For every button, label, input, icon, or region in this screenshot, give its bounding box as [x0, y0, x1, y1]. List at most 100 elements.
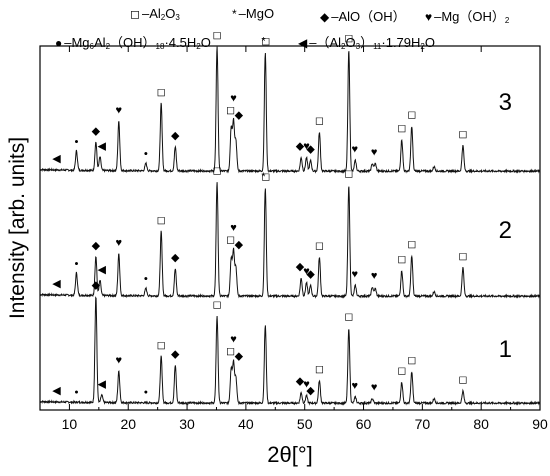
- phase-marker: ◻: [212, 299, 221, 311]
- phase-marker: ◻: [315, 364, 324, 376]
- phase-marker: ◻: [226, 234, 235, 246]
- x-tick-label: 60: [356, 416, 372, 432]
- phase-marker: ◆: [235, 351, 244, 363]
- phase-marker: ◀: [98, 379, 107, 391]
- x-tick-label: 30: [179, 416, 195, 432]
- phase-marker: ◻: [407, 355, 416, 367]
- x-tick-label: 70: [415, 416, 431, 432]
- y-axis-label: Intensity [arb. units]: [6, 137, 29, 319]
- phase-marker: ◻: [458, 251, 467, 263]
- legend-ldh-text-e: O: [200, 35, 211, 50]
- phase-marker: ◀: [52, 385, 61, 397]
- alooh-marker-icon: ◆: [320, 10, 330, 24]
- phase-marker: ●: [74, 261, 78, 268]
- phase-marker: ●: [74, 389, 78, 396]
- x-axis-label: 2θ[°]: [267, 442, 313, 467]
- curve-label-2: 2: [499, 217, 512, 244]
- legend-al2o3-text-b: O: [165, 6, 176, 21]
- xrd-curve-1: [39, 296, 541, 406]
- phase-marker: ◀: [98, 264, 107, 276]
- phase-marker: ◆: [92, 280, 101, 292]
- phase-marker: ◆: [296, 141, 305, 153]
- legend-row-1: ◻ –Al2O3 * –MgO ◆ –AlO（OH） ♥ –Mg（OH）2: [0, 6, 550, 28]
- phase-marker: ◻: [157, 340, 166, 352]
- phase-marker: ◆: [171, 252, 180, 264]
- phase-marker: ◆: [235, 239, 244, 251]
- phase-marker: ◻: [226, 105, 235, 117]
- curve-label-3: 3: [499, 89, 512, 116]
- phase-marker: ◀: [98, 141, 107, 153]
- phase-marker: ♥: [371, 270, 378, 282]
- phase-marker: ♥: [351, 269, 358, 281]
- phase-marker: ◀: [52, 153, 61, 165]
- phase-marker: *: [261, 36, 266, 48]
- phase-marker: ♥: [371, 147, 378, 159]
- phase-marker: ♥: [116, 237, 123, 249]
- phase-marker: ◆: [296, 376, 305, 388]
- phase-marker: ◻: [315, 115, 324, 127]
- legend-mgo: * –MgO: [232, 6, 274, 21]
- xrd-curve-2: [39, 182, 541, 299]
- phase-marker: ♥: [116, 355, 123, 367]
- legend-mgo-text: –MgO: [238, 6, 275, 21]
- phase-marker: ◀: [52, 278, 61, 290]
- phase-marker: ♥: [303, 141, 310, 153]
- x-tick-label: 10: [62, 416, 78, 432]
- phase-marker: ●: [144, 276, 148, 283]
- x-tick-label: 20: [120, 416, 136, 432]
- phase-marker: ●: [144, 151, 148, 158]
- phase-marker: ◆: [296, 261, 305, 273]
- phase-marker: ♥: [351, 380, 358, 392]
- phase-marker: ◻: [315, 240, 324, 252]
- phase-marker: ♥: [230, 222, 237, 234]
- phase-marker: ◻: [397, 254, 406, 266]
- x-tick-label: 80: [473, 416, 489, 432]
- legend-mgoh2: ♥ –Mg（OH）2: [425, 6, 509, 25]
- curve-label-1: 1: [499, 336, 512, 363]
- phase-marker: ♥: [230, 93, 237, 105]
- phase-marker: ◻: [344, 33, 353, 45]
- phase-marker: ◆: [235, 110, 244, 122]
- phase-marker: ◻: [397, 123, 406, 135]
- phase-marker: ◆: [92, 240, 101, 252]
- mgoh2-marker-icon: ♥: [425, 10, 433, 24]
- legend-alooh: ◆ –AlO（OH）: [320, 6, 406, 25]
- x-tick-label: 40: [238, 416, 254, 432]
- phase-marker: ●: [144, 389, 148, 396]
- phase-marker: ◻: [212, 165, 221, 177]
- phase-marker: ♥: [351, 144, 358, 156]
- legend-mgoh2-text: –Mg（OH）: [434, 9, 505, 24]
- phase-marker: ◆: [92, 126, 101, 138]
- legend-mgoh2-sub: 2: [504, 16, 510, 25]
- phase-marker: ◻: [261, 36, 270, 48]
- phase-marker: ◻: [344, 311, 353, 323]
- phase-marker: ◆: [306, 385, 315, 397]
- legend-al2o3: ◻ –Al2O3: [130, 6, 180, 22]
- phase-marker: ◻: [344, 168, 353, 180]
- beta-alumina-marker-icon: ◀: [298, 36, 308, 50]
- mgo-marker-icon: *: [232, 7, 237, 21]
- phase-marker: ◻: [458, 129, 467, 141]
- phase-marker: ◻: [407, 239, 416, 251]
- legend-beta-text-b: O: [345, 35, 356, 50]
- phase-marker: ◻: [157, 215, 166, 227]
- phase-marker: ◆: [171, 130, 180, 142]
- phase-marker: ◻: [261, 171, 270, 183]
- phase-marker: ♥: [371, 382, 378, 394]
- legend-beta-text-e: O: [424, 35, 435, 50]
- phase-marker: ◻: [458, 374, 467, 386]
- phase-marker: ◻: [407, 109, 416, 121]
- phase-marker: ♥: [116, 105, 123, 117]
- phase-marker: ◆: [306, 269, 315, 281]
- phase-marker: ◻: [157, 87, 166, 99]
- phase-marker: ◻: [397, 365, 406, 377]
- phase-marker: ♥: [303, 266, 310, 278]
- phase-marker: ●: [74, 139, 78, 146]
- legend-al2o3-sub-b: 3: [175, 13, 180, 22]
- legend-al2o3-sub-a: 2: [160, 13, 166, 22]
- al2o3-marker-icon: ◻: [130, 7, 140, 21]
- phase-marker: ◻: [212, 30, 221, 42]
- phase-marker: ◆: [306, 144, 315, 156]
- ldh-marker-icon: ●: [55, 36, 63, 50]
